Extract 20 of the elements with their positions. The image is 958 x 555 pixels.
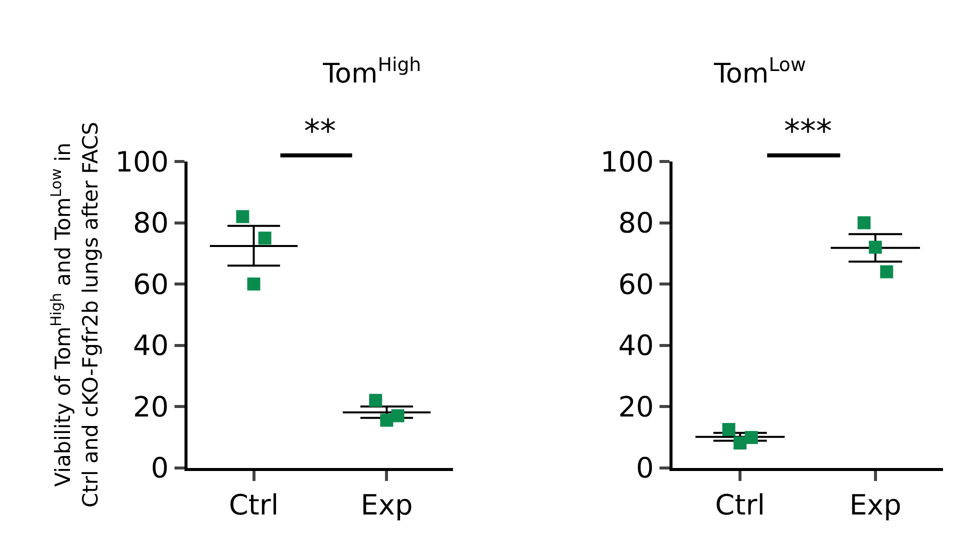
text: *** <box>784 112 832 150</box>
y-tick-label: 0 <box>636 452 654 485</box>
y-tick-label: 100 <box>115 145 169 178</box>
x-tick-label: Exp <box>360 488 413 522</box>
y-tick-label: 40 <box>133 329 169 362</box>
y-tick-label: 20 <box>618 390 654 424</box>
chart-title: Tom$^{Low}$ <box>713 54 806 90</box>
x-tick-label: Ctrl <box>228 488 279 522</box>
y-tick-label: 40 <box>618 329 654 362</box>
text: ** <box>304 112 336 150</box>
y-tick-label: 100 <box>600 145 654 178</box>
y-tick-label: 20 <box>133 390 169 424</box>
y-tick-label: 60 <box>618 268 654 301</box>
y-tick-label: 80 <box>133 206 169 240</box>
x-tick-label: Ctrl <box>715 488 765 522</box>
y-tick-label: 80 <box>618 206 654 240</box>
chart-title: Tom$^{High}$ <box>322 54 422 90</box>
y-tick-label: 0 <box>150 452 169 485</box>
x-tick-label: Exp <box>849 488 902 522</box>
y-tick-label: 60 <box>133 268 169 301</box>
